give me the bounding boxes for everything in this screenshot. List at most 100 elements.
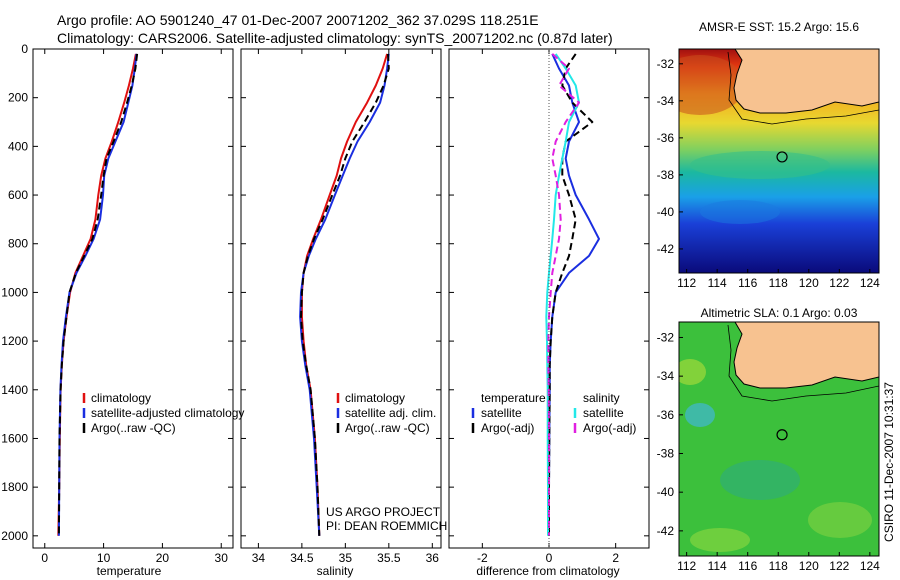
sla-map-frame: [678, 321, 880, 557]
map-x-tick-label: 120: [799, 276, 819, 290]
y-tick-label: 1000: [1, 285, 28, 299]
legend-label-argo: Argo(..raw -QC): [91, 421, 176, 435]
axis-ticks: 0 10 20 30020040060080010001200140016001800…: [1, 42, 649, 565]
map-x-tick-label: 116: [738, 276, 757, 290]
map-y-tick-label: -32: [657, 57, 675, 71]
temperature-series-group: [57, 53, 139, 536]
legend-label-argo: Argo(..raw -QC): [345, 421, 430, 435]
x-tick-label: 10: [97, 551, 111, 565]
sst-warm-patch: [679, 55, 745, 115]
x-tick-label: 34.5: [290, 551, 314, 565]
y-tick-label: 200: [8, 91, 28, 105]
map-x-tick-label: 118: [769, 559, 788, 573]
sla-patch: [720, 460, 800, 500]
map-x-tick-label: 114: [708, 559, 727, 573]
x-tick-label: 35: [339, 551, 353, 565]
y-tick-label: 1800: [1, 480, 28, 494]
x-tick-label: -2: [477, 551, 488, 565]
map-y-tick-label: -36: [657, 131, 675, 145]
y-tick-label: 0: [21, 42, 28, 56]
satellite-adj-clim-line: [299, 53, 390, 536]
map-x-tick-label: 124: [860, 276, 880, 290]
argo-raw-qc-line: [300, 53, 390, 536]
temperature-argo-adj-line: [548, 53, 594, 536]
legend-label-climatology: climatology: [345, 391, 405, 405]
legend-group-temperature: temperature: [481, 391, 546, 405]
map-y-tick-label: -42: [657, 242, 675, 256]
x-tick-label: 20: [156, 551, 170, 565]
x-tick-label: 0: [546, 551, 553, 565]
sla-map-title: Altimetric SLA: 0.1 Argo: 0.03: [701, 306, 858, 320]
sla-argo-marker: [776, 429, 788, 441]
sst-map-title: AMSR-E SST: 15.2 Argo: 15.6: [699, 20, 859, 34]
temperature-legend: climatology satellite-adjusted climatolo…: [82, 391, 244, 435]
x-tick-label: 2: [612, 551, 619, 565]
pi-credit: PI: DEAN ROEMMICH: [326, 519, 447, 533]
map-x-tick-label: 112: [677, 559, 696, 573]
y-tick-label: 600: [8, 188, 28, 202]
argo-location-marker: [776, 151, 788, 163]
profile-lines: [57, 53, 600, 536]
legend-label-satellite: satellite adj. clim.: [345, 406, 436, 420]
sst-argo-marker: [776, 151, 788, 163]
map-y-tick-label: -38: [657, 447, 675, 461]
sst-map-frame: [678, 48, 880, 274]
temperature-satellite-line: [548, 53, 600, 536]
map-x-tick-label: 114: [708, 276, 727, 290]
sla-shelf-contour: [727, 324, 879, 402]
legend-label-temp-argo: Argo(-adj): [481, 421, 534, 435]
sst-map-ticks: 112 114 116 118 120 122 124 -32 -34 -36 -38 -40 -42: [657, 57, 881, 290]
y-tick-label: 400: [8, 139, 28, 153]
sst-mid-patch: [690, 151, 830, 179]
map-x-tick-label: 112: [677, 276, 696, 290]
sla-map-ticks: 112 114 116 118 120 122 124 -32 -34 -36 -38 -40 -42: [657, 330, 881, 573]
salinity-axes: [240, 48, 442, 549]
header-line-2: Climatology: CARS2006. Satellite-adjuste…: [57, 30, 613, 46]
map-x-tick-label: 116: [738, 559, 757, 573]
argo-location-marker: [776, 429, 788, 441]
sla-patch: [808, 502, 872, 538]
map-x-tick-label: 122: [829, 276, 849, 290]
legend-label-sal-satellite: satellite: [583, 406, 624, 420]
legend-label-temp-satellite: satellite: [481, 406, 522, 420]
map-y-tick-label: -42: [657, 524, 675, 538]
satellite-adjusted-climatology-line: [57, 53, 138, 536]
x-tick-label: 36: [426, 551, 440, 565]
sla-map: [679, 322, 879, 556]
sla-patch: [690, 528, 750, 552]
map-y-tick-label: -40: [657, 485, 675, 499]
salinity-argo-adj-line: [547, 53, 580, 536]
map-y-tick-label: -38: [657, 168, 675, 182]
x-tick-label: 34: [252, 551, 266, 565]
legend-label-climatology: climatology: [91, 391, 151, 405]
salinity-legend: climatology satellite adj. clim. Argo(..…: [336, 391, 436, 435]
salinity-xlabel: salinity: [317, 564, 354, 578]
difference-series-group: [545, 53, 600, 536]
map-x-tick-label: 118: [769, 276, 788, 290]
x-tick-label: 0: [41, 551, 48, 565]
temperature-xlabel: temperature: [97, 564, 162, 578]
temperature-axes: [32, 48, 234, 549]
sst-land: [733, 49, 879, 114]
difference-legend: temperature satellite Argo(-adj) salinit…: [471, 391, 636, 435]
y-tick-label: 800: [8, 237, 28, 251]
salinity-series-group: [299, 53, 390, 536]
map-x-tick-label: 124: [860, 559, 880, 573]
map-y-tick-label: -32: [657, 330, 675, 344]
map-y-tick-label: -34: [657, 369, 675, 383]
legend-group-salinity: salinity: [583, 391, 620, 405]
map-y-tick-label: -36: [657, 408, 675, 422]
sla-patch: [679, 359, 706, 385]
sst-cool-patch: [700, 200, 780, 224]
map-y-tick-label: -40: [657, 205, 675, 219]
sla-land: [733, 322, 879, 389]
timestamp: CSIRO 11-Dec-2007 10:31:37: [882, 382, 896, 542]
project-credit: US ARGO PROJECT: [326, 505, 441, 519]
legend-label-satellite: satellite-adjusted climatology: [91, 406, 244, 420]
y-tick-label: 1400: [1, 383, 28, 397]
y-tick-label: 2000: [1, 529, 28, 543]
sst-shelf-contour: [727, 51, 879, 125]
sst-map: [679, 49, 879, 273]
difference-xlabel: difference from climatology: [476, 564, 619, 578]
